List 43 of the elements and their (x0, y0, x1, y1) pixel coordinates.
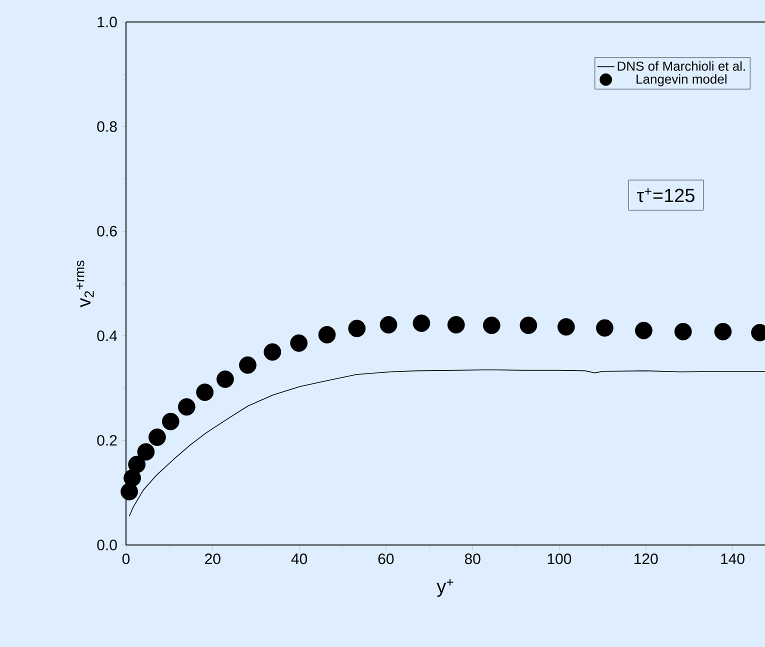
point (290, 334, 308, 352)
y-tick-label: 0.4 (97, 330, 118, 342)
point (482, 316, 500, 334)
point (520, 316, 538, 334)
y-tick-label: 0.6 (97, 226, 117, 236)
x-tick-label: 100 (548, 554, 572, 564)
y-axis-title: v$_{2}$+rms (76, 260, 94, 308)
point (216, 370, 234, 388)
point (635, 322, 652, 340)
point (196, 384, 214, 401)
x-tick-label: 0 (122, 554, 130, 564)
x-tick-label: 60 (378, 554, 394, 564)
y-tick-label: 0.8 (97, 121, 117, 132)
point (596, 319, 614, 337)
point (124, 469, 141, 487)
x-tick-label: 120 (634, 554, 658, 564)
point (318, 326, 336, 344)
point (162, 412, 180, 430)
point (412, 314, 430, 332)
point (178, 398, 196, 416)
point (128, 456, 146, 474)
legend-label: DNS of Marchioli et al. (618, 61, 745, 71)
y-tick-label: 0.0 (97, 540, 117, 550)
x-tick-label: 80 (464, 554, 480, 564)
point (714, 322, 732, 340)
x-tick-label: 20 (205, 554, 220, 564)
legend-label: Langevin model (636, 74, 726, 86)
y-tick-label: 1.0 (98, 16, 117, 28)
y-tick-label: 0.2 (97, 435, 117, 446)
point (447, 316, 465, 334)
point (148, 428, 166, 446)
line-series (128, 369, 765, 517)
point (380, 316, 398, 334)
point (674, 322, 692, 340)
point (264, 343, 282, 361)
x-tick-label: 40 (291, 554, 308, 564)
point (239, 356, 256, 374)
x-axis-title: y$^{+}$ (436, 579, 454, 597)
annotation: τ$^{+}$=125 (636, 188, 694, 202)
point (348, 320, 366, 338)
point (137, 443, 155, 461)
x-tick-label: 140 (721, 554, 744, 564)
point (557, 318, 575, 336)
